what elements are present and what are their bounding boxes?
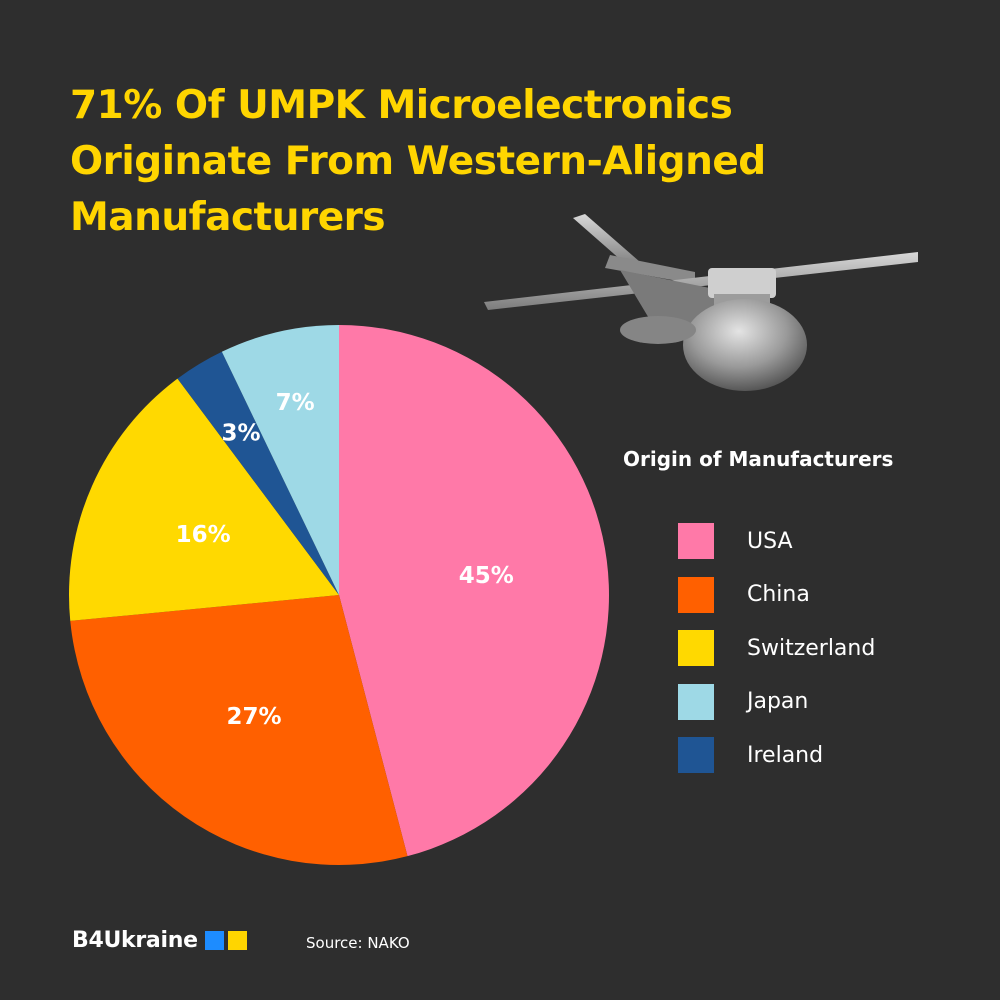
brand-logo: B4Ukraine — [72, 928, 247, 953]
drone-illustration — [484, 214, 918, 391]
legend-item-usa: USA — [678, 523, 875, 559]
legend-label: Ireland — [747, 742, 824, 768]
legend-swatch — [678, 630, 714, 666]
legend-item-switzerland: Switzerland — [678, 630, 875, 666]
legend-swatch — [678, 576, 714, 613]
legend-swatch — [678, 683, 714, 720]
legend: USA China Switzerland Japan Ireland — [678, 523, 875, 791]
rear-wing — [573, 214, 640, 268]
top-pod — [708, 268, 776, 298]
source-text: Source: NAKO — [306, 934, 410, 952]
pie-slice-china — [70, 595, 408, 866]
title-line-2: Originate From Western-Aligned — [70, 139, 766, 184]
legend-item-japan: Japan — [678, 683, 875, 720]
legend-swatch — [678, 523, 714, 559]
legend-label: China — [747, 582, 810, 607]
brand-name: B4Ukraine — [72, 928, 198, 953]
main-wing — [484, 252, 918, 310]
rear-stabilizer — [605, 255, 695, 284]
page-title: 71% Of UMPK Microelectronics Originate F… — [70, 78, 870, 246]
legend-label: USA — [747, 528, 793, 554]
pie-slice-usa — [339, 324, 610, 857]
legend-swatch — [678, 737, 714, 773]
legend-label: Switzerland — [747, 635, 876, 661]
legend-label: Japan — [747, 689, 809, 714]
pie-label-usa: 45% — [459, 563, 514, 589]
pie-slice-japan — [221, 325, 339, 595]
pie-label-ireland: 3% — [221, 420, 260, 446]
legend-title: Origin of Manufacturers — [623, 447, 894, 471]
pie-label-china: 27% — [227, 704, 282, 730]
pie-slice-switzerland — [69, 378, 339, 621]
pie-label-switzerland: 16% — [176, 522, 231, 548]
fin — [620, 316, 696, 344]
drone-body — [683, 299, 807, 391]
pie-slices — [69, 324, 610, 866]
title-line-1: 71% Of UMPK Microelectronics — [70, 83, 733, 128]
pie-label-japan: 7% — [276, 390, 315, 416]
title-line-3: Manufacturers — [70, 195, 386, 240]
flag-yellow-square — [227, 931, 247, 950]
legend-item-ireland: Ireland — [678, 737, 875, 773]
pie-labels: 45% 27% 16% 3% 7% — [176, 390, 514, 730]
pie-slice-ireland — [177, 351, 339, 595]
legend-item-china: China — [678, 576, 875, 613]
flag-blue-square — [204, 931, 224, 950]
